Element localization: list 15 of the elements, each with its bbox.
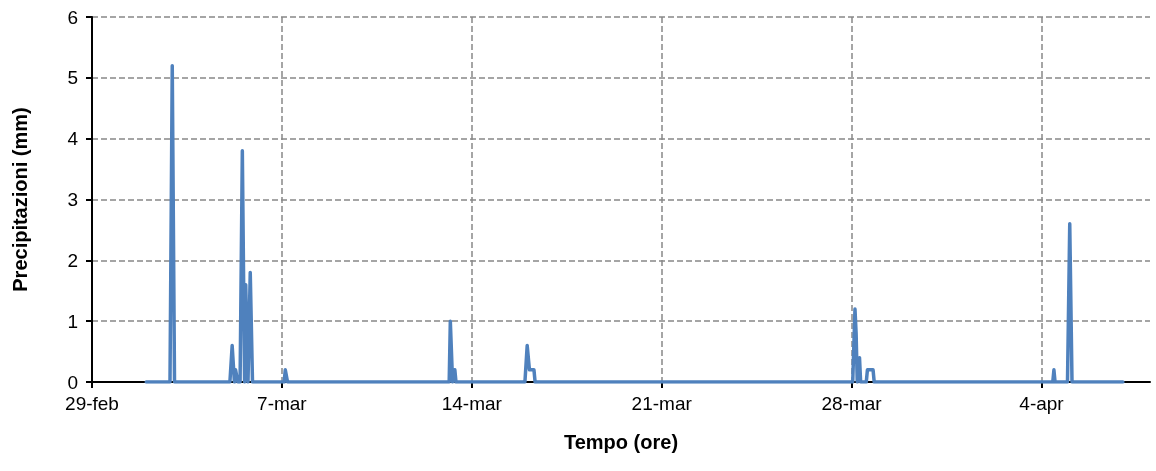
- y-tick-label: 5: [67, 67, 78, 89]
- y-tick-label: 2: [67, 249, 78, 271]
- x-tick-label: 21-mar: [631, 393, 693, 414]
- x-tick-label: 14-mar: [441, 393, 503, 414]
- y-tick-label: 6: [67, 6, 78, 28]
- y-tick-label: 4: [67, 128, 79, 150]
- x-axis-title: Tempo (ore): [563, 431, 679, 453]
- y-tick-label: 0: [67, 371, 78, 393]
- x-tick-label: 29-feb: [65, 393, 119, 414]
- x-tick-label: 7-mar: [257, 393, 308, 414]
- x-tick-label: 28-mar: [821, 393, 883, 414]
- y-tick-label: 1: [67, 310, 78, 332]
- x-tick-label: 4-apr: [1019, 393, 1065, 414]
- y-tick-label: 3: [67, 189, 78, 210]
- y-axis-title: Precipitazioni (mm): [9, 107, 31, 292]
